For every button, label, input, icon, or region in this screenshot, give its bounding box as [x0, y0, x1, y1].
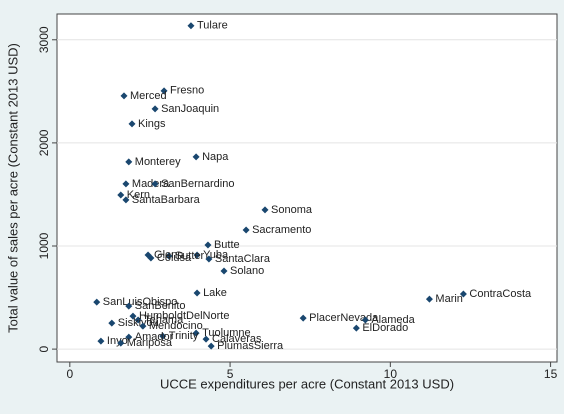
point — [207, 342, 215, 350]
point-label: SanLuisObispo — [103, 296, 178, 308]
point — [261, 206, 269, 214]
y-tick-label: 0 — [37, 345, 51, 352]
point-label: SanBernardino — [161, 178, 234, 190]
y-tick-label: 3000 — [37, 26, 51, 53]
point — [160, 87, 168, 95]
point-label: Tuolumne — [202, 327, 251, 339]
point — [192, 153, 200, 161]
point — [128, 120, 136, 128]
y-axis-title: Total value of sales per acre (Constant … — [5, 43, 20, 333]
point-label: Monterey — [135, 156, 181, 168]
point-label: Colusa — [157, 252, 192, 264]
point-label: Kern — [127, 189, 150, 201]
point-label: PlacerNevada — [309, 312, 379, 324]
point — [151, 180, 159, 188]
x-tick-label: 5 — [227, 367, 234, 381]
point — [242, 226, 250, 234]
point — [425, 295, 433, 303]
point — [120, 92, 128, 100]
point-label: Napa — [202, 151, 229, 163]
point — [122, 196, 130, 204]
point-label: Inyo — [107, 335, 128, 347]
point — [220, 267, 228, 275]
point-label: SanJoaquin — [161, 103, 219, 115]
point-label: Siskiyou — [118, 317, 159, 329]
point — [151, 105, 159, 113]
point-label: Tulare — [197, 20, 228, 32]
point-label: SanBenito — [135, 300, 186, 312]
point — [299, 314, 307, 322]
point-label: Marin — [435, 293, 463, 305]
point — [187, 22, 195, 30]
point-label: Merced — [130, 90, 167, 102]
point-label: PlumasSierra — [217, 340, 284, 352]
point — [108, 319, 116, 327]
point — [129, 312, 137, 320]
point — [97, 337, 105, 345]
x-tick-label: 0 — [66, 367, 73, 381]
x-tick-label: 10 — [384, 367, 398, 381]
point-label: ElDorado — [362, 322, 408, 334]
point-label: Sonoma — [271, 204, 313, 216]
point-label: SantaClara — [215, 253, 271, 265]
point-label: Glenn — [154, 249, 183, 261]
y-tick-label: 2000 — [37, 129, 51, 156]
point-label: Calaveras — [212, 333, 262, 345]
point-label: Tehama — [144, 314, 184, 326]
point-label: Mariposa — [127, 337, 173, 349]
point — [139, 322, 147, 330]
point-label: HumboldtDelNorte — [139, 310, 229, 322]
point-label: ContraCosta — [469, 288, 532, 300]
point — [117, 339, 125, 347]
point — [147, 254, 155, 262]
point — [134, 316, 142, 324]
point — [352, 324, 360, 332]
point — [202, 335, 210, 343]
point-label: Lake — [203, 287, 227, 299]
point — [204, 241, 212, 249]
point-label: Trinity — [169, 330, 199, 342]
x-axis-title: UCCE expenditures per acre (Constant 201… — [160, 376, 454, 391]
point — [159, 332, 167, 340]
point — [205, 255, 213, 263]
point — [117, 191, 125, 199]
point — [193, 289, 201, 297]
point — [122, 180, 130, 188]
point — [193, 251, 201, 259]
point-label: Sacramento — [252, 224, 311, 236]
point-label: Madera — [132, 178, 170, 190]
point-label: Butte — [214, 239, 240, 251]
point — [125, 158, 133, 166]
point — [459, 290, 467, 298]
plot-area — [56, 13, 558, 363]
point — [192, 329, 200, 337]
point-label: Mendocino — [149, 320, 203, 332]
point-label: Amador — [135, 331, 174, 343]
point — [361, 316, 369, 324]
point-label: Sutter — [175, 250, 205, 262]
point — [125, 302, 133, 310]
y-tick-label: 1000 — [37, 232, 51, 259]
point-label: Fresno — [170, 85, 204, 97]
point — [125, 333, 133, 341]
point-label: SantaBarbara — [132, 194, 201, 206]
point-label: Kings — [138, 118, 166, 130]
point — [93, 298, 101, 306]
point-label: Solano — [230, 265, 264, 277]
point — [165, 252, 173, 260]
x-tick-label: 15 — [544, 367, 558, 381]
point-label: Alameda — [371, 314, 415, 326]
